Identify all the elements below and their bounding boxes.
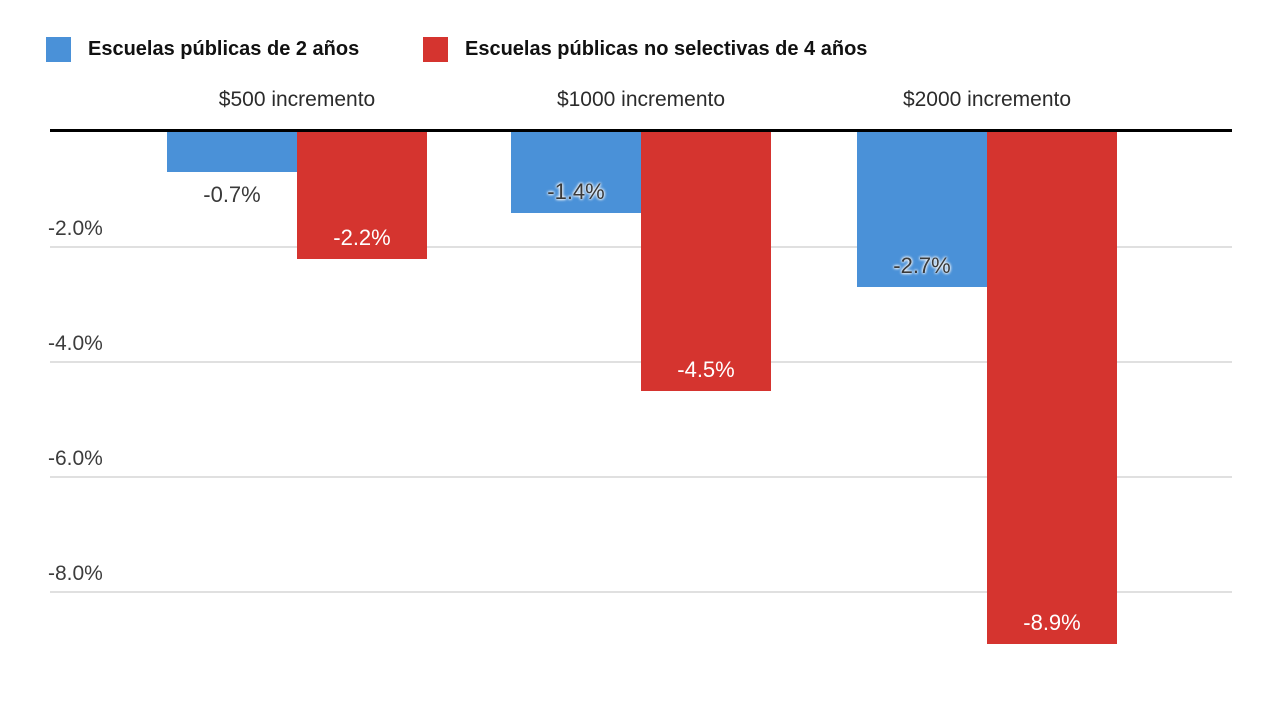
- legend-label-2yr: Escuelas públicas de 2 años: [88, 38, 360, 60]
- legend-swatch-red: [423, 37, 448, 62]
- group-title-1000: $1000 incremento: [556, 88, 726, 111]
- group-title-2000: $2000 incremento: [902, 88, 1072, 111]
- bar-value-label: -0.7%: [203, 182, 261, 208]
- y-axis-tick-label: -8.0%: [48, 562, 103, 585]
- y-axis-tick-label: -4.0%: [48, 332, 103, 355]
- legend-item-4yr: Escuelas públicas no selectivas de 4 año…: [423, 37, 867, 62]
- bar-value-label: -1.4%: [547, 178, 605, 204]
- bar-value-label: -4.5%: [677, 356, 735, 382]
- y-axis-tick-label: -6.0%: [48, 447, 103, 470]
- gridline--6.0%: [50, 476, 1232, 478]
- bar-blue-group3: [857, 132, 987, 288]
- legend-label-4yr: Escuelas públicas no selectivas de 4 año…: [465, 38, 868, 60]
- bar-blue-group2: [511, 132, 641, 213]
- legend-swatch-blue: [46, 37, 71, 62]
- bar-red-group2: [641, 132, 771, 391]
- bar-blue-group1: [167, 132, 297, 173]
- y-axis-tick-label: -2.0%: [48, 217, 103, 240]
- zero-baseline: [50, 129, 1232, 132]
- legend-item-2yr: Escuelas públicas de 2 años: [46, 37, 359, 62]
- bar-red-group3: [987, 132, 1117, 644]
- bar-red-group1: [297, 132, 427, 259]
- gridline--8.0%: [50, 591, 1232, 593]
- bar-value-label: -2.2%: [333, 224, 391, 250]
- group-title-500: $500 incremento: [218, 88, 376, 111]
- bar-value-label: -8.9%: [1023, 609, 1081, 635]
- bar-value-label: -2.7%: [893, 253, 951, 279]
